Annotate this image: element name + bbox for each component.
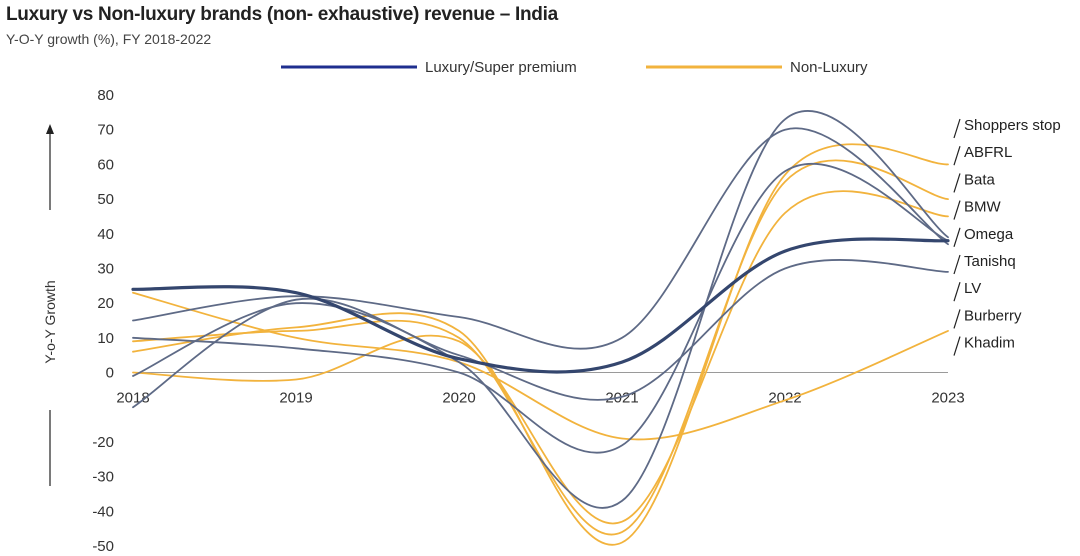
brand-leader-line (953, 173, 961, 193)
series-line-7 (132, 159, 949, 536)
y-tick-label: -30 (92, 469, 114, 486)
brand-label: Omega (964, 226, 1014, 243)
x-tick-label: 2023 (931, 390, 964, 407)
brand-label: Shoppers stop (964, 117, 1061, 134)
y-tick-label: 40 (97, 226, 114, 243)
brand-labels: Shoppers stop ABFRL Bata BMW Omega Tanishq LV B… (953, 117, 1061, 356)
chart-title: Luxury vs Non-luxury brands (non- exhaus… (6, 4, 558, 25)
legend-label-non-luxury: Non-Luxury (790, 59, 868, 76)
brand-label: BMW (964, 199, 1002, 216)
series-line-5 (132, 291, 949, 441)
series-line-4 (132, 259, 949, 409)
y-tick-label: 20 (97, 295, 114, 312)
series-line-2 (132, 162, 949, 454)
y-axis-arrowhead (46, 124, 54, 134)
brand-leader-line (953, 118, 961, 139)
y-tick-label: 60 (97, 156, 114, 173)
brand-label: ABFRL (964, 144, 1012, 161)
y-tick-label: -50 (92, 538, 114, 555)
brand-leader-line (953, 336, 961, 356)
chart-subtitle: Y-O-Y growth (%), FY 2018-2022 (6, 31, 212, 47)
brand-leader-line (953, 146, 961, 166)
series-line-3 (132, 110, 949, 509)
y-tick-label: 0 (106, 365, 114, 382)
series-line-1 (132, 127, 949, 350)
legend: Luxury/Super premium Non-Luxury (281, 59, 868, 76)
y-tick-label: 80 (97, 87, 114, 104)
x-tick-label: 2018 (116, 390, 149, 407)
brand-label: Burberry (964, 307, 1022, 324)
x-tick-label: 2019 (279, 390, 312, 407)
brand-leader-line (953, 254, 961, 275)
y-tick-labels: 80 70 60 50 40 30 20 10 0 -20 -30 -40 -50 (92, 87, 114, 555)
y-tick-label: 50 (97, 191, 114, 208)
brand-leader-line (953, 200, 961, 220)
y-tick-label: 10 (97, 330, 114, 347)
brand-label: Khadim (964, 335, 1015, 352)
y-tick-label: 70 (97, 122, 114, 139)
x-tick-label: 2020 (442, 390, 475, 407)
legend-label-luxury: Luxury/Super premium (425, 59, 577, 76)
y-axis-title: Y-o-Y Growth (42, 280, 58, 363)
brand-label: Bata (964, 171, 996, 188)
brand-leader-line (953, 227, 961, 247)
brand-leader-line (953, 282, 961, 302)
series-lines (131, 110, 950, 546)
brand-label: LV (964, 280, 981, 297)
series-line-0 (131, 237, 950, 374)
y-tick-label: -20 (92, 434, 114, 451)
y-axis-title-group: Y-o-Y Growth (42, 124, 58, 486)
y-tick-label: 30 (97, 260, 114, 277)
brand-label: Tanishq (964, 253, 1016, 270)
series-line-8 (132, 190, 949, 525)
y-tick-label: -40 (92, 503, 114, 520)
brand-leader-line (953, 309, 961, 329)
